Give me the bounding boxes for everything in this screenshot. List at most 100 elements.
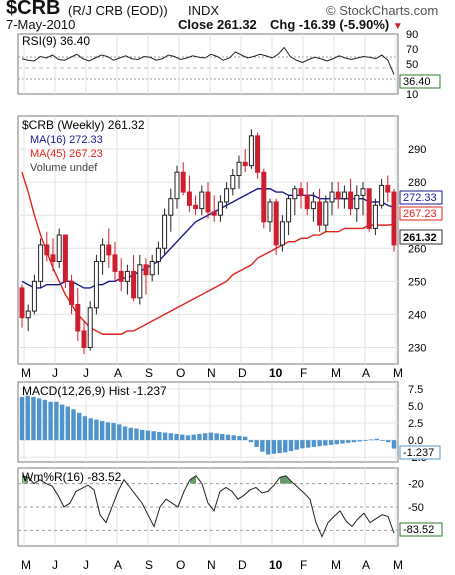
index-name: (R/J CRB (EOD)) — [68, 3, 168, 18]
x-tick-label: F — [300, 366, 307, 380]
quote-date: 7-May-2010 — [6, 17, 76, 32]
macd-hist-bar — [122, 426, 128, 441]
candle-body — [230, 175, 236, 190]
candle-body — [354, 194, 360, 210]
macd-hist-bar — [254, 440, 259, 447]
volume-legend: Volume undef — [30, 162, 98, 174]
macd-hist-bar — [174, 433, 179, 441]
macd-hist-bar — [208, 432, 214, 441]
ma16-last-value: 272.33 — [403, 192, 437, 204]
macd-hist-bar — [162, 432, 168, 441]
willr-panel: Wm%R(16) -83.52 -20-50-80 -83.52 — [17, 467, 443, 547]
candle-body — [69, 280, 75, 305]
candle-body — [100, 244, 106, 262]
candle-body — [329, 191, 335, 203]
price-tick-label: 230 — [408, 342, 426, 354]
macd-hist-bar — [111, 423, 116, 441]
candle-body — [168, 198, 174, 216]
x-axis-labels-bottom: M J J A S O N D 10 F M A M — [21, 558, 403, 572]
macd-hist-bar — [243, 436, 248, 441]
macd-hist-bar — [277, 440, 282, 454]
macd-hist-bar — [180, 434, 185, 441]
candle-body — [217, 201, 223, 216]
price-tick-label: 280 — [408, 177, 426, 189]
macd-hist-bar — [260, 440, 265, 452]
macd-hist-bar — [323, 440, 328, 446]
x-tick-label: O — [176, 366, 185, 380]
candle-body — [310, 201, 316, 210]
rsi-legend: RSI(9) 36.40 — [22, 34, 90, 48]
macd-hist-bar — [157, 431, 162, 441]
macd-hist-bar — [380, 440, 385, 441]
close-price: Close 261.32 — [178, 17, 257, 32]
macd-tick-label: 2.5 — [408, 418, 423, 430]
price-change-text: Chg -16.39 (-5.90%) — [270, 17, 390, 32]
macd-hist-bar — [202, 433, 208, 441]
macd-hist-bar — [128, 427, 133, 441]
x-tick-label: A — [362, 366, 370, 380]
candle-body — [248, 135, 254, 167]
candle-body — [341, 191, 347, 200]
macd-hist-bar — [19, 397, 25, 441]
rsi-tick-label: 10 — [406, 89, 418, 101]
candle-body — [286, 198, 292, 223]
macd-hist-bar — [271, 440, 277, 454]
candle-body — [112, 254, 118, 272]
candles — [19, 129, 397, 355]
x-tick-label: F — [300, 558, 307, 572]
macd-hist-bar — [48, 401, 53, 441]
candle-body — [180, 171, 186, 193]
willr-overbought-fill — [190, 475, 196, 484]
x-tick-label: M — [393, 366, 403, 380]
close-last-box — [399, 229, 443, 245]
price-frame — [17, 115, 399, 365]
macd-last-value: -1.237 — [403, 447, 434, 459]
candle-body — [261, 171, 267, 223]
rsi-line — [21, 46, 395, 75]
price-tick-label: 240 — [408, 309, 426, 321]
candle-body — [56, 234, 62, 262]
candle-body — [50, 254, 56, 262]
x-tick-label: J — [83, 366, 89, 380]
ma45-legend: MA(45) 267.23 — [30, 148, 103, 160]
price-tick-label: 260 — [408, 243, 426, 255]
macd-hist-bar — [191, 434, 196, 441]
macd-hist-bar — [31, 397, 36, 441]
instrument-type: INDX — [188, 3, 220, 18]
candle-body — [106, 244, 112, 256]
macd-hist-bar — [77, 412, 82, 441]
macd-hist-bar — [300, 440, 305, 449]
close-last-value: 261.32 — [403, 232, 437, 244]
x-tick-label: N — [207, 366, 216, 380]
candle-body — [143, 264, 149, 276]
candle-body — [267, 201, 273, 223]
macd-hist-bar — [346, 440, 351, 443]
x-tick-label: M — [331, 366, 341, 380]
macd-hist-bar — [340, 440, 345, 444]
macd-hist-bar — [36, 398, 42, 441]
macd-hist-bar — [220, 433, 225, 441]
macd-hist-bar — [248, 440, 254, 443]
willr-line — [21, 475, 395, 538]
macd-tick-label: 7.5 — [408, 384, 423, 396]
rsi-tick-label: 50 — [406, 59, 418, 71]
candle-body — [255, 135, 261, 173]
candle-body — [366, 188, 372, 229]
ma45-last-value: 267.23 — [403, 208, 437, 220]
macd-hist-bar — [151, 431, 156, 441]
macd-hist-bar — [82, 416, 88, 441]
candle-body — [31, 280, 37, 312]
candle-body — [44, 244, 50, 256]
x-tick-label: J — [52, 366, 58, 380]
x-tick-label: M — [393, 558, 403, 572]
macd-hist-bar — [294, 440, 299, 450]
candle-body — [279, 221, 285, 246]
price-panel: $CRB (Weekly) 261.32 MA(16) 272.33 MA(45… — [17, 115, 443, 365]
candle-body — [379, 184, 385, 206]
down-arrow-icon: ▼ — [392, 21, 403, 32]
x-tick-label: 10 — [269, 558, 283, 572]
x-tick-label: D — [238, 366, 247, 380]
macd-hist-bar — [185, 435, 191, 441]
x-tick-label: J — [83, 558, 89, 572]
